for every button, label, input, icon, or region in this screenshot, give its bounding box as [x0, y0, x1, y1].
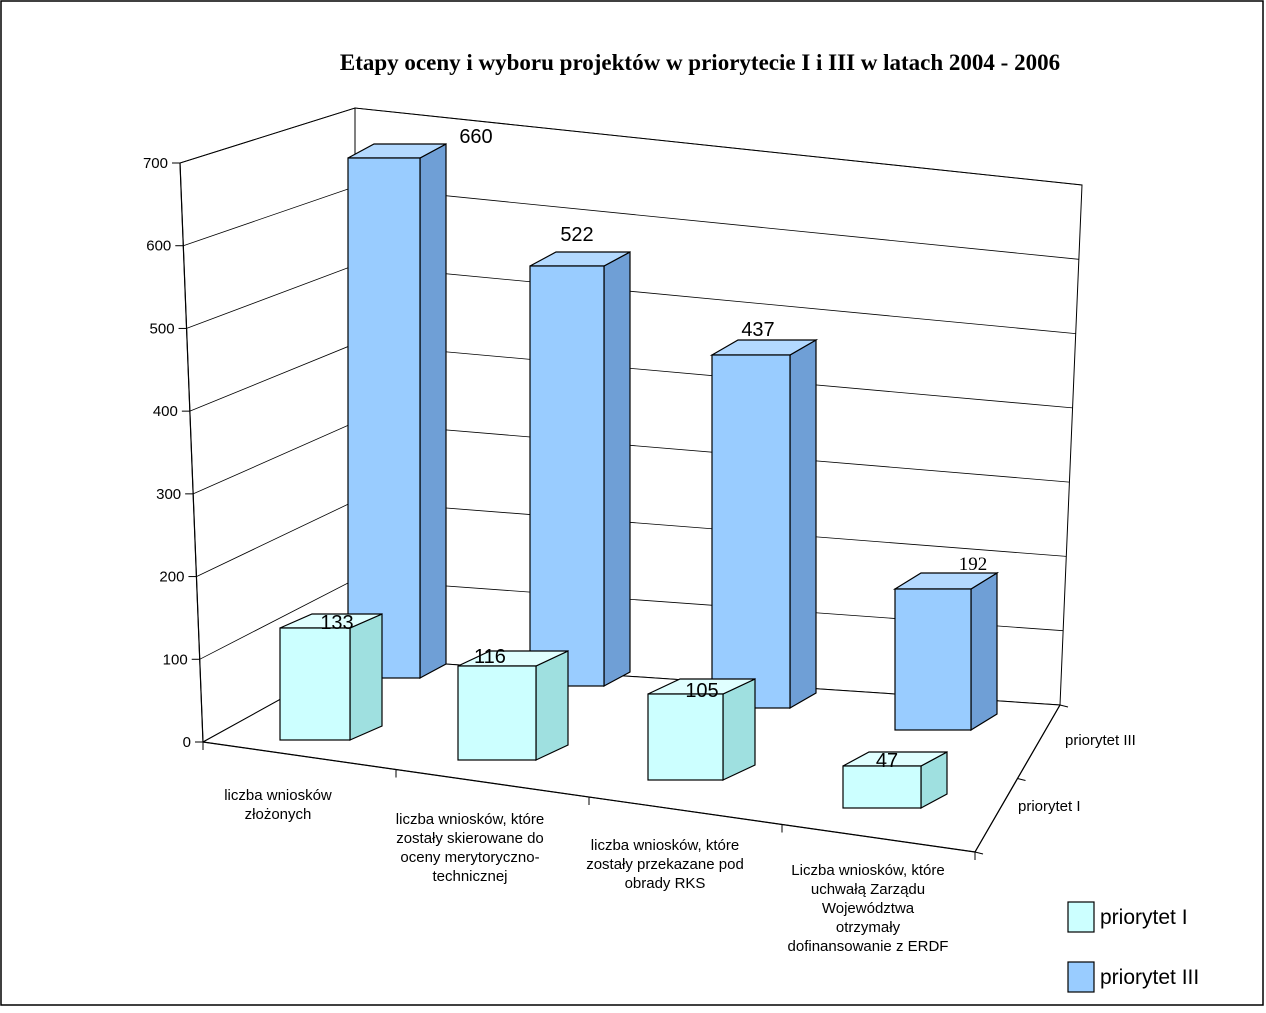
y-tick-label: 500 — [150, 320, 175, 337]
bar-priorytet-III-side — [603, 250, 631, 688]
data-label: 47 — [876, 750, 898, 772]
data-label: 105 — [685, 680, 718, 702]
y-tick-label: 0 — [183, 734, 191, 751]
y-tick-label: 400 — [153, 403, 178, 420]
x-category-label: technicznej — [432, 868, 507, 885]
bar-priorytet-I — [842, 765, 922, 809]
x-category-label: liczba wniosków, które — [396, 811, 544, 828]
y-tick-label: 700 — [143, 155, 168, 172]
y-tick-label: 100 — [163, 651, 188, 668]
bar-priorytet-I-side — [349, 613, 383, 741]
data-label: 660 — [459, 126, 492, 148]
bar-priorytet-III-side — [970, 571, 998, 732]
x-category-label: liczba wniosków, które — [591, 837, 739, 854]
bar-priorytet-III — [529, 265, 605, 687]
data-label: 522 — [560, 224, 593, 246]
gridline — [179, 107, 1083, 186]
bar-priorytet-I — [279, 627, 351, 741]
x-category-label: Województwa — [822, 900, 915, 917]
data-label: 116 — [474, 646, 506, 668]
legend-label: priorytet III — [1100, 966, 1199, 989]
x-category-label: dofinansowanie z ERDF — [788, 938, 949, 955]
legend-swatch — [1067, 961, 1095, 993]
y-axis: 0 100 200 300 400 500 600 700 — [143, 155, 204, 751]
x-category-label: zostały przekazane pod — [586, 856, 744, 873]
y-tick-label: 300 — [156, 486, 181, 503]
bar-priorytet-III — [347, 157, 421, 679]
depth-label: priorytet III — [1065, 732, 1136, 749]
depth-tick-mark — [1017, 778, 1026, 781]
x-category-label: oceny merytoryczno- — [400, 849, 539, 866]
data-labels: 660 522 437 192 133 116 105 47 — [320, 126, 987, 772]
bar-priorytet-I-side — [535, 650, 569, 761]
bars — [279, 142, 1000, 810]
bar-priorytet-I — [457, 665, 537, 761]
data-label: 192 — [959, 554, 988, 575]
bar-priorytet-III — [711, 354, 791, 709]
bar-priorytet-I-side — [722, 678, 756, 781]
x-category-label: otrzymały — [836, 919, 901, 936]
x-category-label: liczba wniosków — [224, 787, 332, 804]
x-category-label: obrady RKS — [625, 875, 706, 892]
y-tick-label: 200 — [159, 569, 184, 586]
x-axis: liczba wniosków złożonych liczba wniosków,… — [202, 741, 976, 955]
legend-swatch — [1067, 901, 1095, 933]
x-category-label: Liczba wniosków, które — [791, 862, 944, 879]
depth-label: priorytet I — [1018, 798, 1081, 815]
bar-priorytet-I — [647, 693, 724, 781]
bar-priorytet-III — [894, 588, 972, 731]
data-label: 133 — [320, 612, 353, 634]
legend: priorytet I priorytet III — [1067, 901, 1199, 993]
bar-priorytet-III-side — [789, 338, 817, 710]
depth-tick-mark — [1059, 704, 1069, 708]
x-category-label: uchwałą Zarządu — [811, 881, 925, 898]
data-label: 437 — [741, 319, 774, 341]
chart-title: Etapy oceny i wyboru projektów w prioryt… — [340, 50, 1060, 75]
y-tick-label: 600 — [146, 238, 171, 255]
depth-tick-mark — [974, 851, 984, 855]
legend-label: priorytet I — [1100, 906, 1188, 929]
x-category-label: złożonych — [245, 806, 312, 823]
bar-priorytet-III-side — [419, 142, 447, 680]
depth-axis: priorytet I priorytet III — [974, 704, 1136, 855]
x-category-label: zostały skierowane do — [396, 830, 544, 847]
y-axis-line — [179, 162, 204, 743]
